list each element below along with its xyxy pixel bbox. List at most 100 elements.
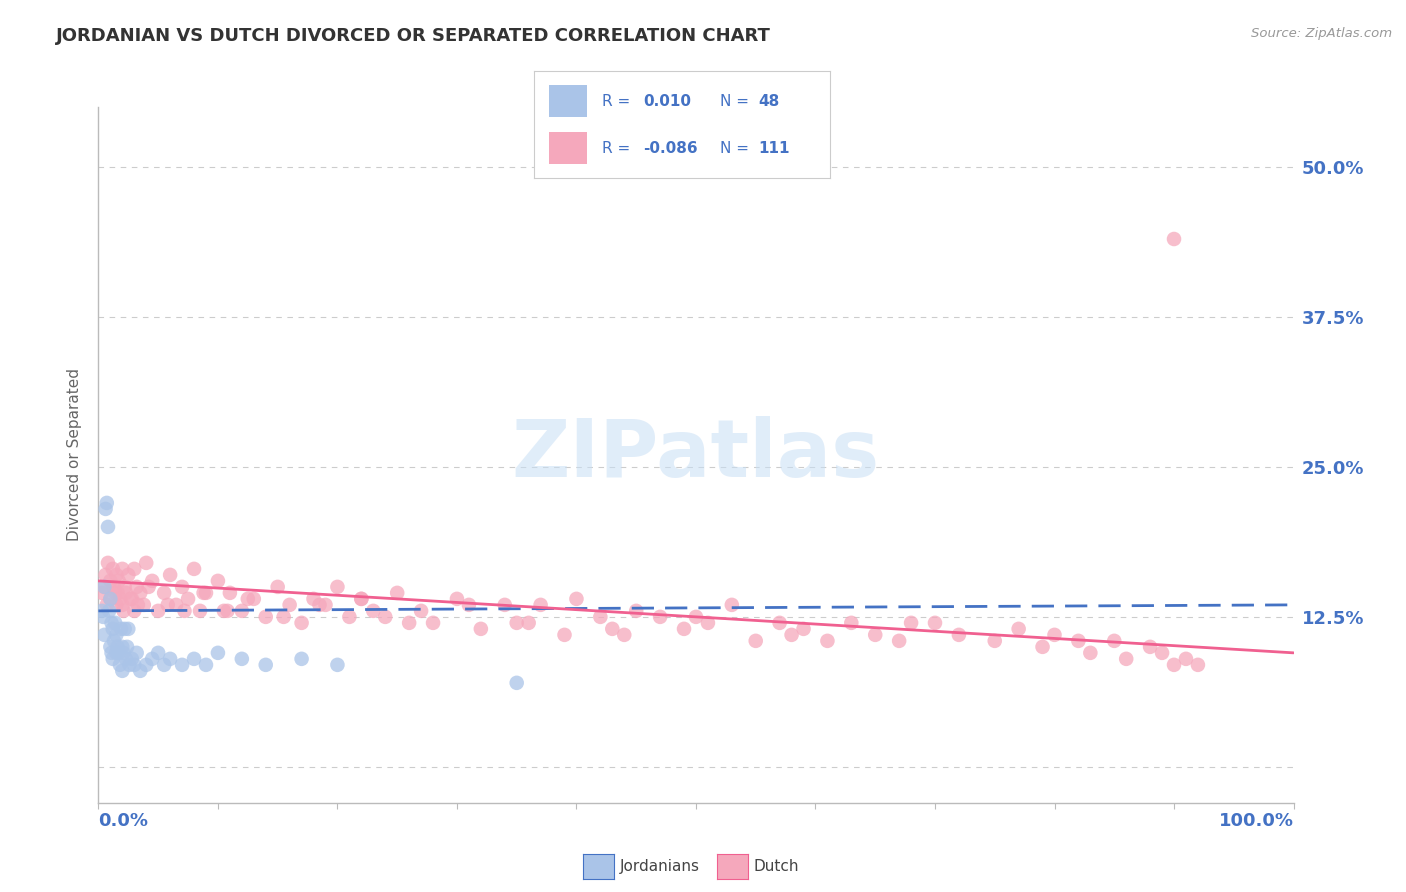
Point bbox=[105, 628, 128, 642]
Point bbox=[589, 610, 612, 624]
Point bbox=[315, 598, 337, 612]
Point bbox=[91, 610, 114, 624]
Point bbox=[212, 604, 235, 618]
Point bbox=[302, 591, 325, 606]
Point bbox=[697, 615, 720, 630]
Point bbox=[339, 610, 360, 624]
Text: R =: R = bbox=[602, 94, 630, 109]
Point bbox=[135, 657, 157, 672]
Point bbox=[207, 646, 229, 660]
Point bbox=[129, 664, 152, 678]
Point bbox=[114, 580, 136, 594]
Point bbox=[114, 622, 136, 636]
Point bbox=[1102, 633, 1125, 648]
Point bbox=[177, 591, 200, 606]
Point bbox=[613, 628, 636, 642]
Point bbox=[101, 622, 124, 636]
Point bbox=[96, 598, 118, 612]
Point bbox=[124, 657, 146, 672]
Point bbox=[111, 562, 134, 576]
Point bbox=[98, 604, 121, 618]
Point bbox=[1043, 628, 1066, 642]
Point bbox=[107, 640, 129, 654]
Point bbox=[363, 604, 385, 618]
Text: Jordanians: Jordanians bbox=[620, 859, 700, 873]
Text: 0.010: 0.010 bbox=[644, 94, 692, 109]
Point bbox=[1150, 646, 1173, 660]
Point bbox=[254, 657, 277, 672]
Y-axis label: Divorced or Separated: Divorced or Separated bbox=[67, 368, 83, 541]
Point bbox=[554, 628, 576, 642]
Point bbox=[172, 657, 194, 672]
Point bbox=[1163, 232, 1185, 246]
Point bbox=[720, 598, 742, 612]
Point bbox=[1032, 640, 1054, 654]
Text: JORDANIAN VS DUTCH DIVORCED OR SEPARATED CORRELATION CHART: JORDANIAN VS DUTCH DIVORCED OR SEPARATED… bbox=[56, 27, 770, 45]
Point bbox=[96, 496, 118, 510]
Point bbox=[148, 646, 170, 660]
Point bbox=[411, 604, 433, 618]
Point bbox=[159, 652, 181, 666]
Point bbox=[105, 646, 128, 660]
Point bbox=[115, 652, 138, 666]
Point bbox=[112, 604, 135, 618]
FancyBboxPatch shape bbox=[548, 86, 588, 118]
Point bbox=[98, 591, 122, 606]
Point bbox=[153, 586, 176, 600]
Point bbox=[98, 574, 122, 588]
Point bbox=[94, 502, 117, 516]
Point bbox=[173, 604, 195, 618]
Point bbox=[108, 591, 131, 606]
Point bbox=[100, 615, 122, 630]
Point bbox=[350, 591, 373, 606]
Point bbox=[103, 580, 125, 594]
Point bbox=[117, 567, 139, 582]
Point bbox=[98, 591, 122, 606]
Point bbox=[374, 610, 396, 624]
Point bbox=[93, 580, 115, 594]
Point bbox=[127, 598, 149, 612]
Point bbox=[105, 598, 128, 612]
Point bbox=[267, 580, 290, 594]
Text: 100.0%: 100.0% bbox=[1219, 813, 1294, 830]
Point bbox=[254, 610, 277, 624]
Point bbox=[100, 646, 122, 660]
Point bbox=[97, 556, 120, 570]
Text: Source: ZipAtlas.com: Source: ZipAtlas.com bbox=[1251, 27, 1392, 40]
Point bbox=[94, 567, 117, 582]
Point bbox=[121, 591, 143, 606]
Point bbox=[326, 580, 349, 594]
Point bbox=[219, 586, 242, 600]
Point bbox=[602, 622, 624, 636]
Point bbox=[841, 615, 863, 630]
Point bbox=[648, 610, 672, 624]
Point bbox=[110, 622, 132, 636]
Point bbox=[506, 615, 529, 630]
Point bbox=[194, 657, 218, 672]
Point bbox=[673, 622, 696, 636]
Point bbox=[98, 640, 122, 654]
Point bbox=[948, 628, 970, 642]
Point bbox=[125, 646, 148, 660]
Point bbox=[93, 628, 115, 642]
Point bbox=[111, 598, 134, 612]
Point bbox=[984, 633, 1007, 648]
Point bbox=[290, 615, 312, 630]
Point bbox=[517, 615, 540, 630]
Text: N =: N = bbox=[720, 141, 749, 156]
Point bbox=[1187, 657, 1209, 672]
Point bbox=[290, 652, 312, 666]
Point bbox=[124, 604, 146, 618]
Point bbox=[107, 646, 129, 660]
Point bbox=[685, 610, 707, 624]
Point bbox=[1163, 657, 1185, 672]
Point bbox=[115, 586, 138, 600]
Point bbox=[780, 628, 803, 642]
Point bbox=[529, 598, 551, 612]
Point bbox=[141, 574, 163, 588]
Point bbox=[1080, 646, 1102, 660]
Point bbox=[193, 586, 215, 600]
Point bbox=[815, 633, 838, 648]
Point bbox=[350, 591, 373, 606]
Point bbox=[125, 580, 148, 594]
